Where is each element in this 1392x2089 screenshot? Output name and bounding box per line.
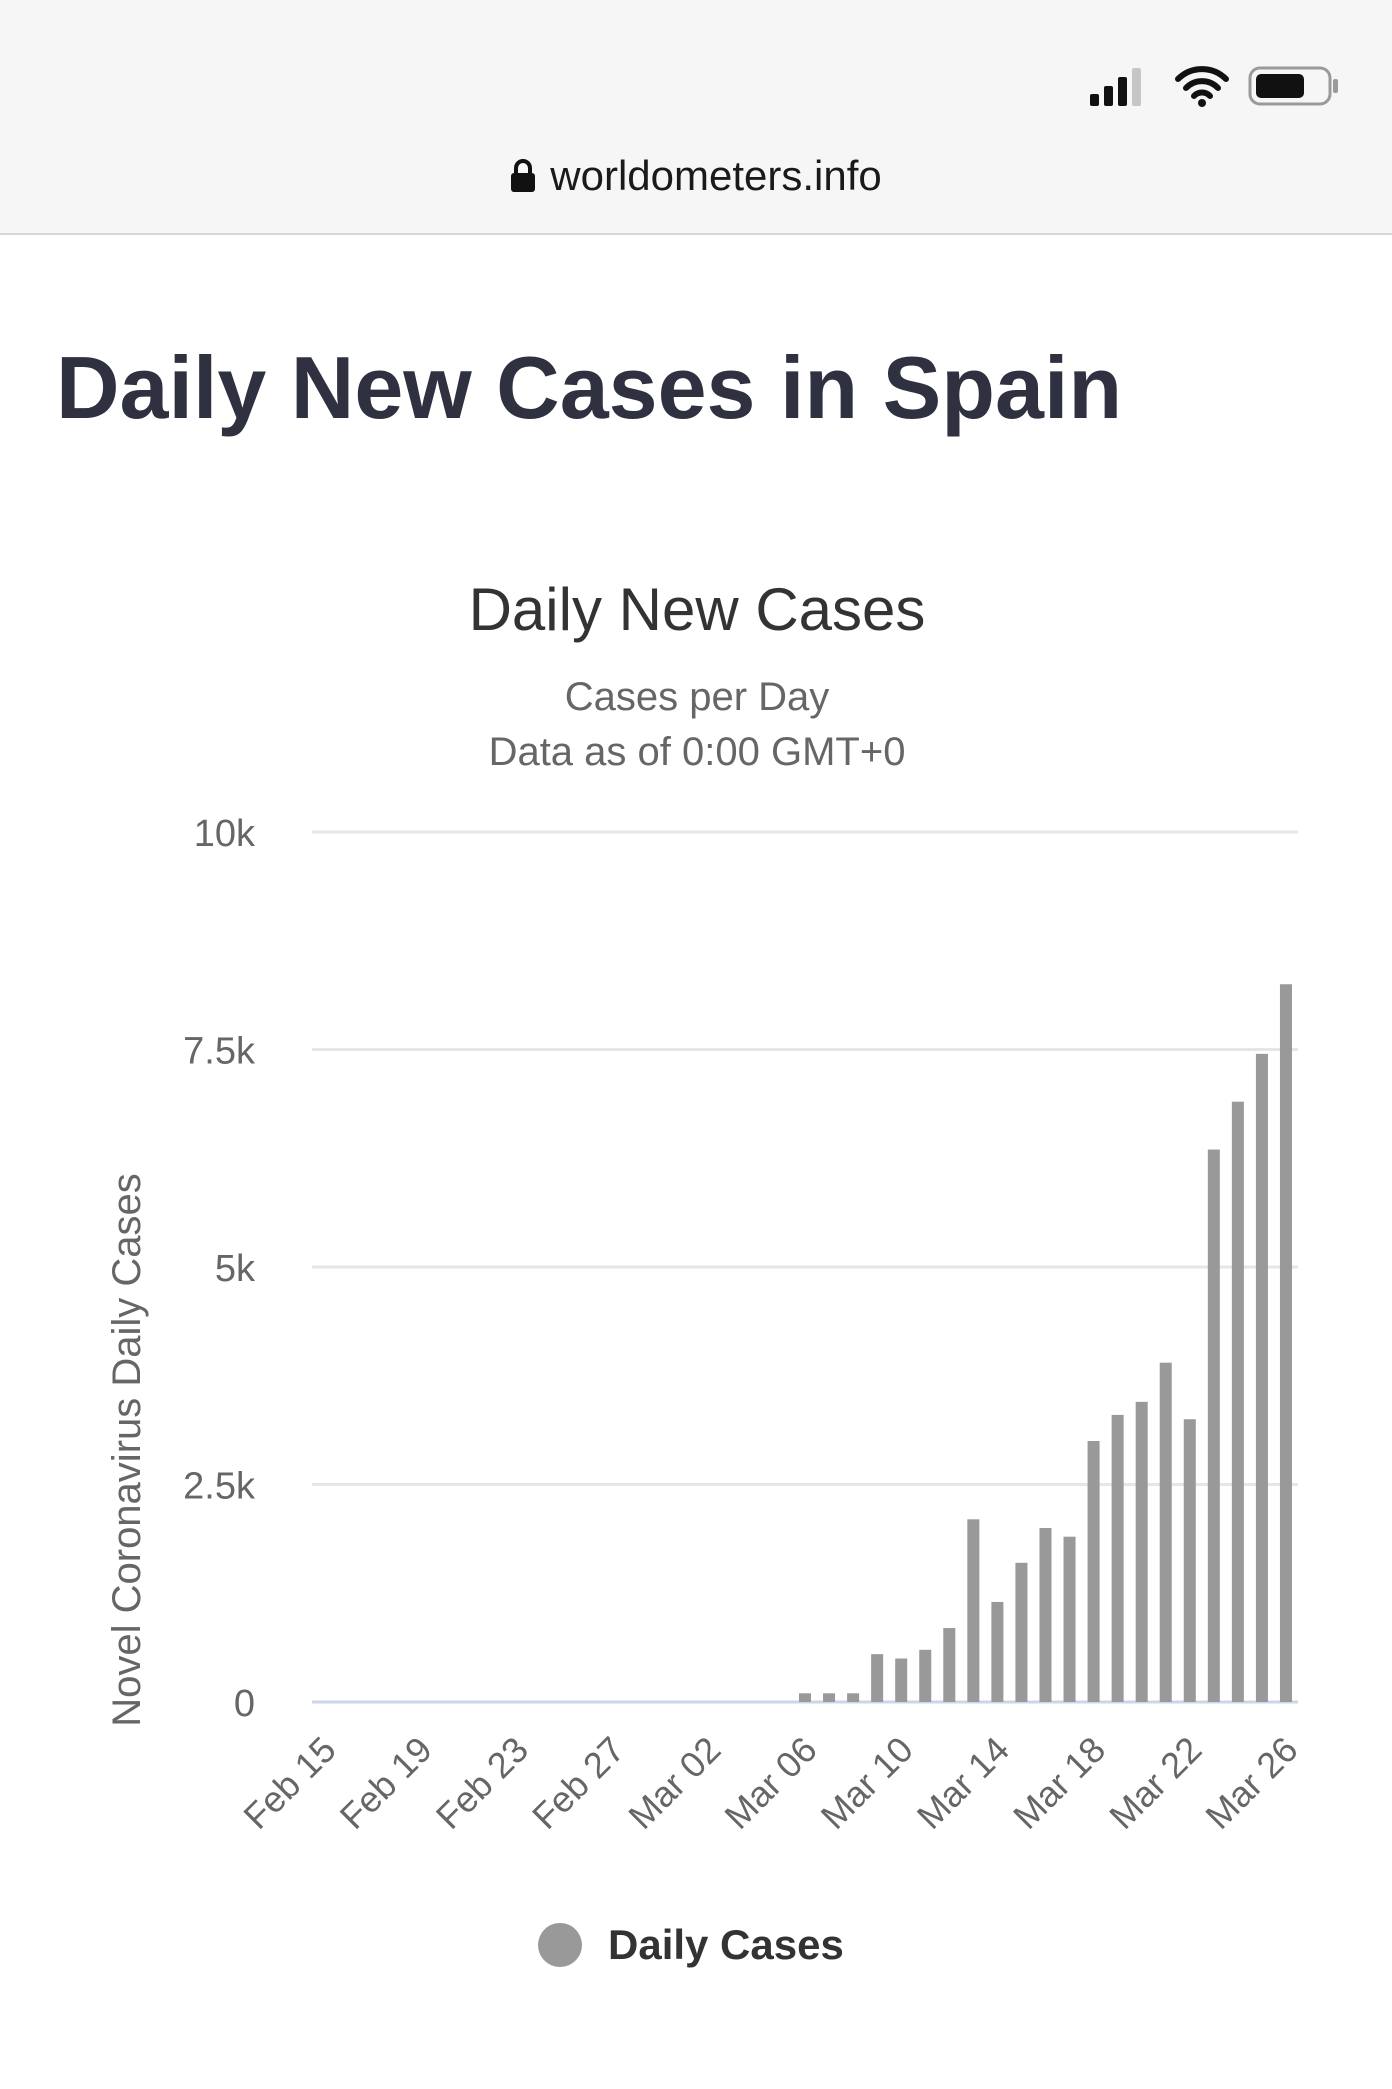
x-tick-label: Feb 15 [235,1729,343,1837]
x-tick-label: Mar 10 [813,1729,921,1837]
bar[interactable] [823,1693,836,1702]
x-tick-label: Feb 27 [524,1729,632,1837]
y-axis-ticks: 0 2.5k 5k 7.5k 10k [183,813,256,1725]
bar[interactable] [943,1628,956,1702]
x-tick-label: Mar 18 [1005,1729,1113,1837]
bar[interactable] [919,1649,932,1702]
legend-marker-daily-cases [538,1923,582,1967]
legend-label-daily-cases[interactable]: Daily Cases [608,1921,844,1968]
url-text: worldometers.info [550,152,882,199]
bar[interactable] [1231,1101,1244,1702]
x-tick-label: Feb 19 [332,1729,440,1837]
wifi-icon [1175,66,1229,107]
bar[interactable] [1039,1528,1052,1702]
chart-subtitle-line-1: Cases per Day [565,675,830,719]
status-bar [1090,62,1340,110]
y-tick-label: 2.5k [183,1466,256,1508]
bar[interactable] [871,1654,884,1702]
bar[interactable] [847,1693,860,1702]
x-tick-label: Mar 06 [716,1729,824,1837]
chart-container: Daily New Cases Cases per Day Data as of… [0,560,1392,2000]
lock-icon [511,159,536,192]
bar[interactable] [1063,1536,1076,1702]
browser-top-bar: worldometers.info [0,0,1392,235]
y-tick-label: 5k [215,1248,256,1290]
y-tick-label: 7.5k [183,1031,256,1073]
daily-cases-chart: Daily New Cases Cases per Day Data as of… [105,576,1306,1968]
bar[interactable] [1159,1362,1172,1702]
y-axis-title: Novel Coronavirus Daily Cases [105,1173,149,1727]
bar[interactable] [798,1693,812,1702]
y-tick-label: 0 [234,1683,255,1725]
x-tick-label: Mar 26 [1197,1729,1305,1837]
page-title: Daily New Cases in Spain [56,338,1123,437]
chart-subtitle-line-2: Data as of 0:00 GMT+0 [489,730,906,774]
signal-icon [1090,68,1141,106]
legend[interactable]: Daily Cases [538,1921,844,1968]
bar[interactable] [1255,1053,1268,1702]
x-tick-label: Mar 22 [1101,1729,1209,1837]
y-tick-label: 10k [194,813,256,855]
bar[interactable] [1087,1441,1100,1702]
bar[interactable] [1279,984,1292,1702]
bar-series-daily-cases[interactable] [798,984,1292,1703]
x-tick-label: Mar 02 [620,1729,728,1837]
gridlines [312,830,1298,1704]
bar[interactable] [1015,1562,1028,1702]
x-tick-label: Mar 14 [909,1729,1017,1837]
address-bar[interactable]: worldometers.info [0,148,1392,204]
bar[interactable] [1183,1419,1196,1702]
battery-icon [1248,66,1338,106]
bar[interactable] [967,1519,980,1702]
bar[interactable] [1135,1401,1148,1702]
bar[interactable] [991,1601,1004,1702]
chart-title: Daily New Cases [469,576,926,643]
bar[interactable] [1111,1414,1124,1702]
bar[interactable] [895,1658,908,1703]
bar[interactable] [1207,1149,1220,1702]
x-tick-label: Feb 23 [428,1729,536,1837]
